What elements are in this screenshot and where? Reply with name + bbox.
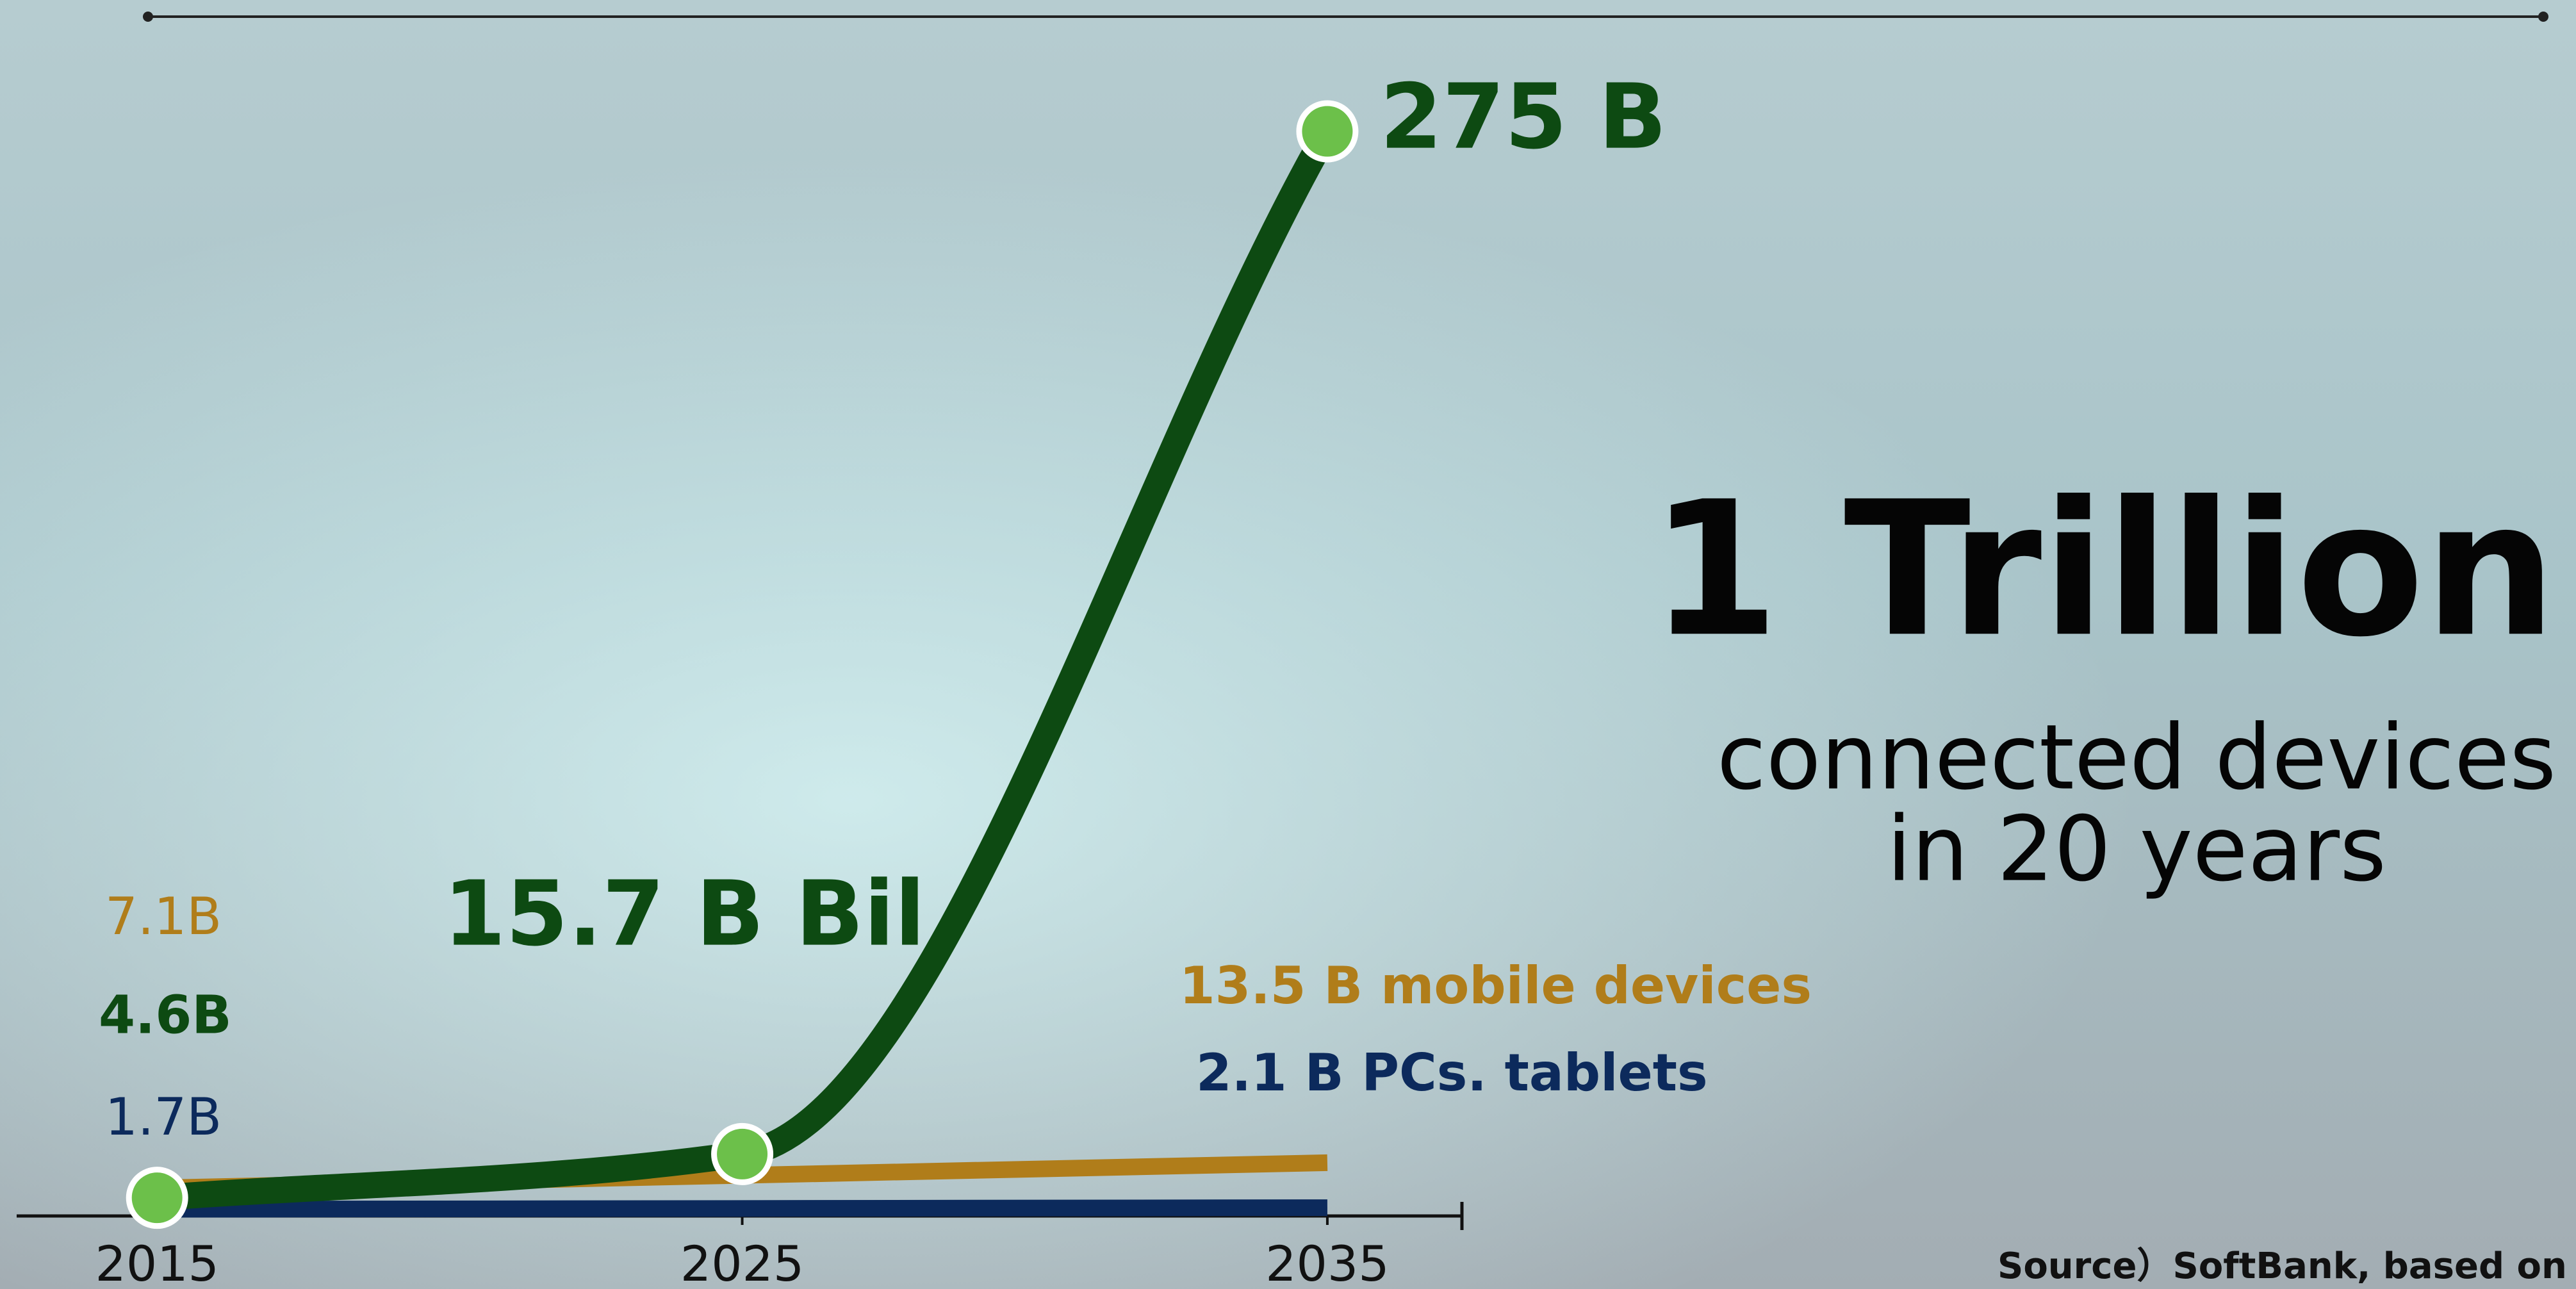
data-point — [1299, 103, 1356, 160]
x-tick-label: 2025 — [680, 1235, 804, 1289]
source-note: Source）SoftBank, based on da — [1998, 1245, 2576, 1287]
data-point — [714, 1126, 771, 1182]
x-tick-label: 2035 — [1265, 1235, 1389, 1289]
chart: 1 Trillion connected devices in 20 years… — [0, 0, 2576, 1289]
data-label: 1.7B — [105, 1087, 222, 1147]
data-label: 275 B — [1380, 65, 1667, 170]
page: {"chart_data": { "type": "line", "annota… — [0, 0, 2576, 1289]
data-label: 15.7 B Bil — [443, 862, 925, 967]
headline: 1 Trillion — [1650, 462, 2556, 678]
subheadline: in 20 years — [1887, 798, 2386, 902]
data-label: 7.1B — [105, 887, 222, 946]
data-label: 4.6B — [99, 985, 232, 1046]
data-label: 2.1 B PCs. tablets — [1196, 1043, 1708, 1103]
series-line — [157, 1208, 1327, 1209]
subheadline: connected devices — [1717, 706, 2556, 810]
data-point — [129, 1170, 185, 1226]
x-tick-label: 2015 — [95, 1235, 218, 1289]
top-rule-end — [143, 12, 153, 22]
data-label: 13.5 B mobile devices — [1179, 956, 1812, 1015]
top-rule-end — [2538, 12, 2548, 22]
